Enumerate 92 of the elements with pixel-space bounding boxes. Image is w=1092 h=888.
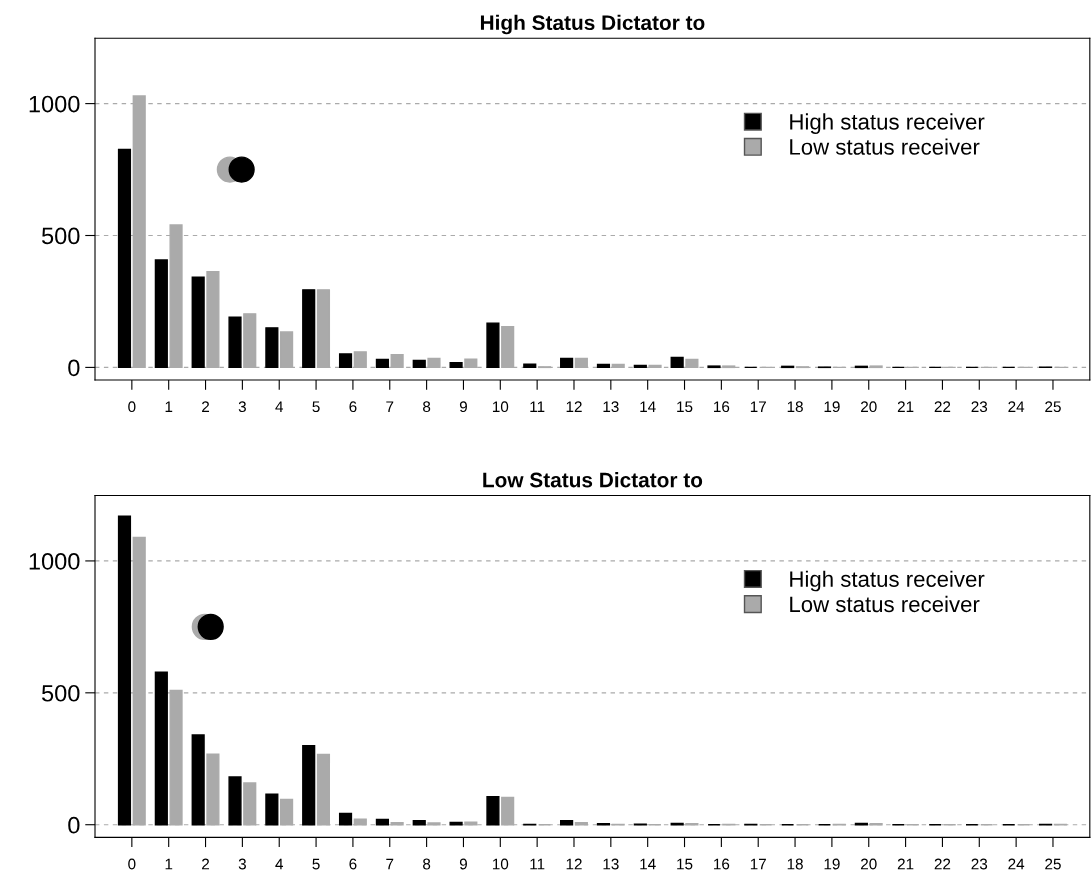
x-tick-label: 15: [677, 401, 693, 413]
legend-label: Low status receiver: [790, 595, 980, 613]
y-tick-label: 500: [41, 227, 80, 245]
x-tick-label: 12: [566, 401, 582, 412]
x-tick-label: 23: [971, 401, 988, 413]
bar: [670, 356, 684, 369]
x-tick-label: 9: [459, 401, 467, 413]
bar: [375, 818, 389, 826]
bar: [117, 148, 132, 369]
x-tick-label: 18: [787, 401, 803, 413]
x-tick-label: 25: [1045, 858, 1061, 870]
x-tick-label: 12: [566, 858, 582, 870]
x-tick-label: 9: [459, 858, 467, 870]
bar: [302, 744, 316, 826]
x-tick-label: 11: [530, 858, 545, 870]
x-tick-label: 10: [492, 401, 509, 413]
bar: [486, 796, 500, 826]
x-tick-label: 13: [603, 401, 619, 413]
bar: [338, 353, 353, 369]
x-tick-label: 16: [714, 858, 730, 870]
bar: [560, 357, 574, 369]
y-tick-label: 500: [41, 684, 80, 702]
x-tick-label: 15: [677, 858, 693, 870]
x-tick-label: 23: [971, 858, 988, 870]
x-tick-label: 19: [824, 858, 840, 870]
x-tick-label: 10: [492, 858, 509, 870]
x-tick-label: 24: [1008, 401, 1025, 412]
x-tick-label: 7: [386, 858, 394, 870]
x-tick-label: 21: [897, 858, 914, 870]
x-tick-label: 0: [128, 401, 136, 413]
x-tick-label: 21: [897, 401, 914, 412]
bar: [412, 359, 426, 369]
bar: [338, 812, 353, 826]
bar: [154, 259, 168, 369]
x-tick-label: 13: [603, 858, 619, 870]
x-tick-label: 5: [312, 401, 320, 413]
x-tick-label: 20: [861, 858, 877, 870]
x-tick-label: 18: [787, 858, 803, 870]
bar: [191, 276, 205, 369]
x-tick-label: 11: [530, 401, 545, 412]
bar: [265, 327, 279, 369]
y-tick-label: 0: [68, 359, 80, 377]
bar: [117, 515, 132, 826]
x-tick-label: 17: [750, 858, 766, 870]
legend-label: Low status receiver: [790, 138, 980, 155]
bar: [486, 322, 500, 369]
legend-label: High status receiver: [790, 570, 985, 592]
x-tick-label: 24: [1008, 858, 1025, 870]
x-tick-label: 2: [202, 401, 210, 412]
x-tick-label: 6: [349, 401, 357, 413]
bar: [191, 734, 205, 826]
x-tick-label: 2: [202, 858, 210, 870]
bar: [464, 821, 478, 826]
x-tick-label: 8: [423, 401, 431, 413]
x-tick-label: 22: [934, 858, 951, 870]
x-tick-label: 5: [312, 858, 320, 870]
bar: [523, 363, 537, 369]
x-tick-label: 0: [128, 858, 136, 870]
x-tick-label: 14: [640, 401, 656, 412]
x-tick-label: 19: [824, 401, 840, 413]
bar: [449, 361, 463, 369]
x-tick-label: 1: [165, 401, 173, 412]
x-tick-label: 25: [1045, 401, 1061, 413]
bar: [154, 671, 168, 826]
y-tick-label: 1000: [29, 552, 80, 570]
x-tick-label: 4: [275, 401, 284, 412]
y-tick-label: 1000: [29, 95, 80, 113]
bar: [265, 793, 279, 826]
x-tick-label: 22: [934, 401, 951, 412]
x-tick-label: 14: [640, 858, 656, 870]
bar: [228, 316, 242, 369]
x-tick-label: 8: [423, 858, 431, 870]
bar: [412, 820, 426, 826]
bar: [375, 358, 389, 369]
x-tick-label: 4: [275, 858, 284, 870]
bar: [302, 289, 316, 369]
x-tick-label: 7: [386, 401, 394, 412]
x-tick-label: 3: [238, 401, 246, 413]
x-tick-label: 20: [861, 401, 877, 413]
chart-title: High Status Dictator to: [480, 14, 705, 35]
y-tick-label: 0: [68, 816, 80, 834]
bar: [228, 776, 242, 826]
bar: [464, 358, 478, 369]
x-tick-label: 3: [238, 858, 246, 870]
bar: [560, 820, 574, 826]
bar: [596, 363, 611, 369]
legend-label: High status receiver: [790, 113, 985, 135]
x-tick-label: 1: [165, 858, 173, 870]
chart-title: Low Status Dictator to: [483, 472, 703, 488]
x-tick-label: 17: [750, 401, 766, 412]
x-tick-label: 16: [714, 401, 730, 413]
x-tick-label: 6: [349, 858, 357, 870]
